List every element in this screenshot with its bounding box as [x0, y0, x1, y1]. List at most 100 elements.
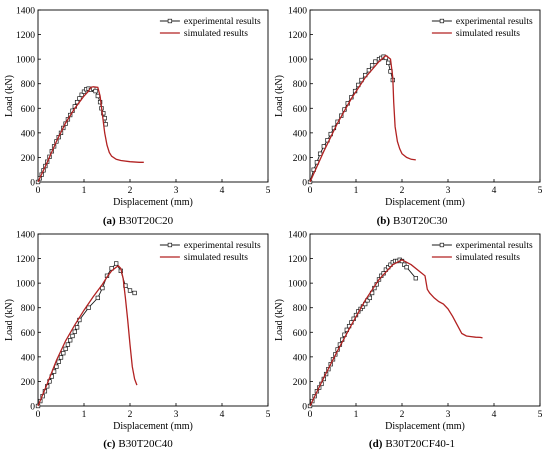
x-tick-label: 1 — [354, 410, 359, 420]
series-line-simulated — [309, 259, 483, 407]
y-axis-label: Load (kN) — [4, 299, 15, 341]
data-point — [61, 351, 66, 356]
data-point — [402, 262, 407, 267]
caption-name: B30T20CF40-1 — [385, 438, 455, 450]
panel-b: Displacement (mm) Load (kN) (b) B30T20C30… — [274, 7, 543, 228]
data-point — [366, 68, 372, 73]
plot-frame — [309, 9, 541, 183]
x-tick-label: 1 — [354, 186, 359, 196]
x-tick-label: 5 — [266, 186, 271, 196]
caption: (a) B30T20C20 — [103, 215, 174, 227]
data-point — [101, 111, 106, 116]
data-point — [373, 59, 378, 64]
series-line-simulated — [309, 54, 416, 183]
data-point — [77, 96, 82, 101]
y-tick-label: 0 — [30, 179, 35, 189]
x-tick-label: 4 — [220, 186, 225, 196]
y-tick-label: 0 — [302, 403, 307, 413]
data-point — [56, 359, 61, 364]
x-axis-label: Displacement (mm) — [385, 421, 465, 432]
data-point — [70, 333, 75, 339]
caption-tag: (c) — [103, 438, 116, 450]
x-axis-label: Displacement (mm) — [113, 197, 193, 208]
x-tick-label: 1 — [82, 410, 87, 420]
data-point — [100, 285, 105, 291]
y-tick-label: 1400 — [288, 7, 307, 17]
x-axis-label: Displacement (mm) — [385, 197, 465, 208]
legend-label: simulated results — [456, 29, 520, 39]
x-tick-label: 3 — [174, 410, 179, 420]
caption: (c) B30T20C40 — [103, 438, 173, 450]
y-tick-label: 1000 — [288, 56, 307, 66]
caption-name: B30T20C30 — [393, 215, 448, 227]
x-tick-label: 5 — [538, 186, 543, 196]
y-tick-label: 200 — [293, 378, 308, 388]
x-tick-label: 0 — [308, 186, 313, 196]
series-line-experimental — [309, 56, 394, 183]
data-point — [95, 295, 100, 301]
y-tick-label: 0 — [302, 179, 307, 189]
x-tick-label: 4 — [492, 186, 497, 196]
caption-tag: (d) — [369, 438, 383, 450]
y-tick-label: 200 — [21, 378, 36, 388]
legend-marker — [439, 242, 445, 248]
y-tick-label: 400 — [21, 129, 36, 139]
data-point — [369, 63, 375, 68]
data-point — [367, 295, 372, 301]
y-tick-label: 0 — [30, 403, 35, 413]
series-line-experimental — [309, 259, 417, 407]
data-point — [93, 88, 98, 94]
legend-label: experimental results — [456, 17, 533, 27]
legend-label: experimental results — [184, 241, 261, 251]
y-tick-label: 200 — [293, 154, 308, 164]
y-axis-label: Load (kN) — [4, 75, 15, 117]
caption-name: B30T20C40 — [118, 438, 173, 450]
y-tick-label: 1200 — [288, 255, 307, 265]
caption-tag: (a) — [103, 215, 116, 227]
y-tick-label: 1400 — [288, 231, 307, 241]
x-tick-label: 0 — [36, 186, 41, 196]
series-line-experimental — [37, 262, 135, 407]
legend-marker — [439, 18, 445, 24]
plot-frame — [37, 9, 269, 183]
y-tick-label: 200 — [21, 154, 36, 164]
x-tick-label: 3 — [446, 186, 451, 196]
y-tick-label: 1400 — [16, 7, 35, 17]
y-tick-label: 800 — [21, 304, 36, 314]
data-point — [63, 346, 68, 352]
legend-label: simulated results — [184, 253, 248, 263]
data-point — [132, 290, 137, 296]
y-tick-label: 400 — [293, 353, 308, 363]
y-tick-label: 400 — [21, 353, 36, 363]
y-tick-label: 800 — [293, 304, 308, 314]
plot-frame — [309, 233, 541, 407]
panel-d: Displacement (mm) Load (kN) (d) B30T20CF4… — [274, 231, 543, 451]
x-tick-label: 1 — [82, 186, 87, 196]
data-point — [68, 338, 73, 343]
x-tick-label: 2 — [128, 410, 133, 420]
x-tick-label: 4 — [220, 410, 225, 420]
legend-marker — [167, 242, 173, 248]
data-point — [81, 89, 87, 94]
x-tick-label: 2 — [128, 186, 133, 196]
y-tick-label: 600 — [21, 105, 36, 115]
x-tick-label: 0 — [308, 410, 313, 420]
caption: (d) B30T20CF40-1 — [369, 438, 455, 450]
y-tick-label: 1000 — [288, 280, 307, 290]
x-axis-label: Displacement (mm) — [113, 421, 193, 432]
data-point — [79, 92, 84, 97]
x-tick-label: 3 — [446, 410, 451, 420]
data-point — [86, 305, 91, 310]
legend-label: experimental results — [184, 17, 261, 27]
data-point — [386, 60, 391, 65]
y-tick-label: 1200 — [288, 31, 307, 41]
y-tick-label: 800 — [21, 80, 36, 90]
caption-tag: (b) — [377, 215, 391, 227]
y-axis-label: Load (kN) — [274, 299, 285, 341]
y-tick-label: 1400 — [16, 231, 35, 241]
x-tick-label: 5 — [538, 410, 543, 420]
y-tick-label: 600 — [293, 329, 308, 339]
y-axis-label: Load (kN) — [274, 75, 285, 117]
x-tick-label: 2 — [400, 410, 405, 420]
data-point — [95, 93, 100, 99]
